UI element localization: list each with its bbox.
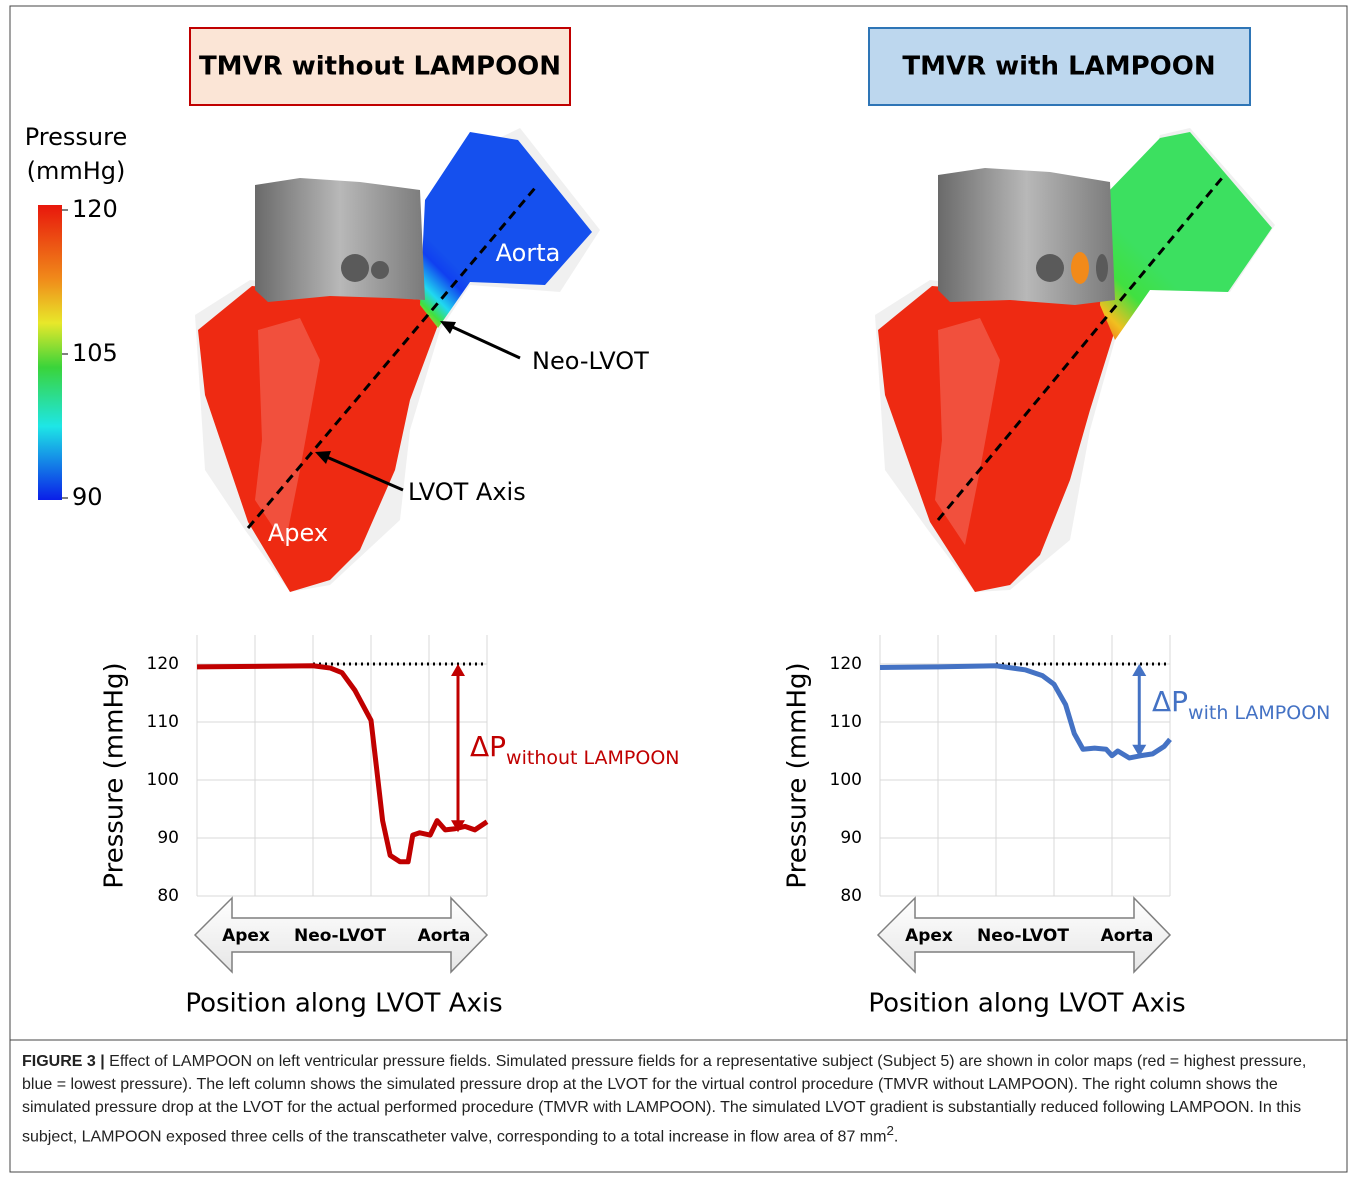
y-tick-label: 80 (840, 886, 862, 906)
panel-title-box (868, 27, 1251, 106)
caption-superscript: 2 (886, 1123, 894, 1138)
colorbar-title: Pressure (25, 123, 127, 151)
position-label: Aorta (1101, 926, 1154, 946)
y-axis-label: Pressure (mmHg) (100, 662, 130, 888)
y-tick-label: 120 (830, 654, 862, 674)
y-tick-label: 120 (147, 654, 179, 674)
position-label: Neo-LVOT (977, 926, 1069, 946)
caption-end: . (893, 1128, 899, 1146)
position-label: Apex (222, 926, 270, 946)
y-tick-label: 110 (830, 712, 862, 732)
y-tick-label: 100 (830, 770, 862, 790)
delta-label: ΔPwith LAMPOON (1152, 685, 1330, 724)
caption-label: FIGURE 3 | (22, 1053, 105, 1070)
colorbar-tick-label: 120 (72, 195, 118, 223)
colorbar-tick-label: 105 (72, 339, 118, 367)
position-label: Neo-LVOT (294, 926, 386, 946)
x-axis-label: Position along LVOT Axis (185, 989, 502, 1019)
delta-symbol: ΔP (470, 730, 506, 763)
y-tick-label: 90 (840, 828, 862, 848)
delta-subscript: without LAMPOON (506, 747, 679, 769)
panel-title: TMVR without LAMPOON (199, 52, 561, 82)
colorbar-tick-label: 90 (72, 483, 103, 511)
delta-label: ΔPwithout LAMPOON (470, 730, 680, 769)
colorbar-title: (mmHg) (27, 157, 126, 185)
render-label: Aorta (496, 239, 561, 267)
arrow-head (1132, 664, 1147, 676)
caption-text: Effect of LAMPOON on left ventricular pr… (22, 1053, 1307, 1146)
render-label: LVOT Axis (408, 478, 526, 506)
y-tick-label: 90 (157, 828, 179, 848)
y-axis-label: Pressure (mmHg) (783, 662, 813, 888)
pressure-render (875, 128, 1275, 592)
render-label: Neo-LVOT (532, 347, 649, 375)
position-arrow (876, 896, 1172, 974)
arrow-head (451, 664, 465, 676)
panel-title-box (189, 27, 571, 106)
data-line (879, 663, 1172, 761)
data-line (196, 663, 489, 865)
caption: FIGURE 3 | Effect of LAMPOON on left ven… (22, 1050, 1338, 1148)
frame (9, 5, 1348, 1173)
y-tick-label: 100 (147, 770, 179, 790)
y-tick-label: 110 (147, 712, 179, 732)
arrow-head (1132, 744, 1147, 757)
delta-symbol: ΔP (1152, 685, 1188, 718)
pressure-render (195, 128, 600, 592)
y-tick-label: 80 (157, 886, 179, 906)
render-label: Apex (268, 519, 328, 547)
delta-subscript: with LAMPOON (1188, 702, 1330, 724)
panel-title: TMVR with LAMPOON (902, 52, 1215, 82)
x-axis-label: Position along LVOT Axis (868, 989, 1185, 1019)
colorbar (38, 205, 62, 500)
position-label: Aorta (418, 926, 471, 946)
arrow-head (451, 820, 465, 833)
position-arrow (193, 896, 489, 974)
position-label: Apex (905, 926, 953, 946)
